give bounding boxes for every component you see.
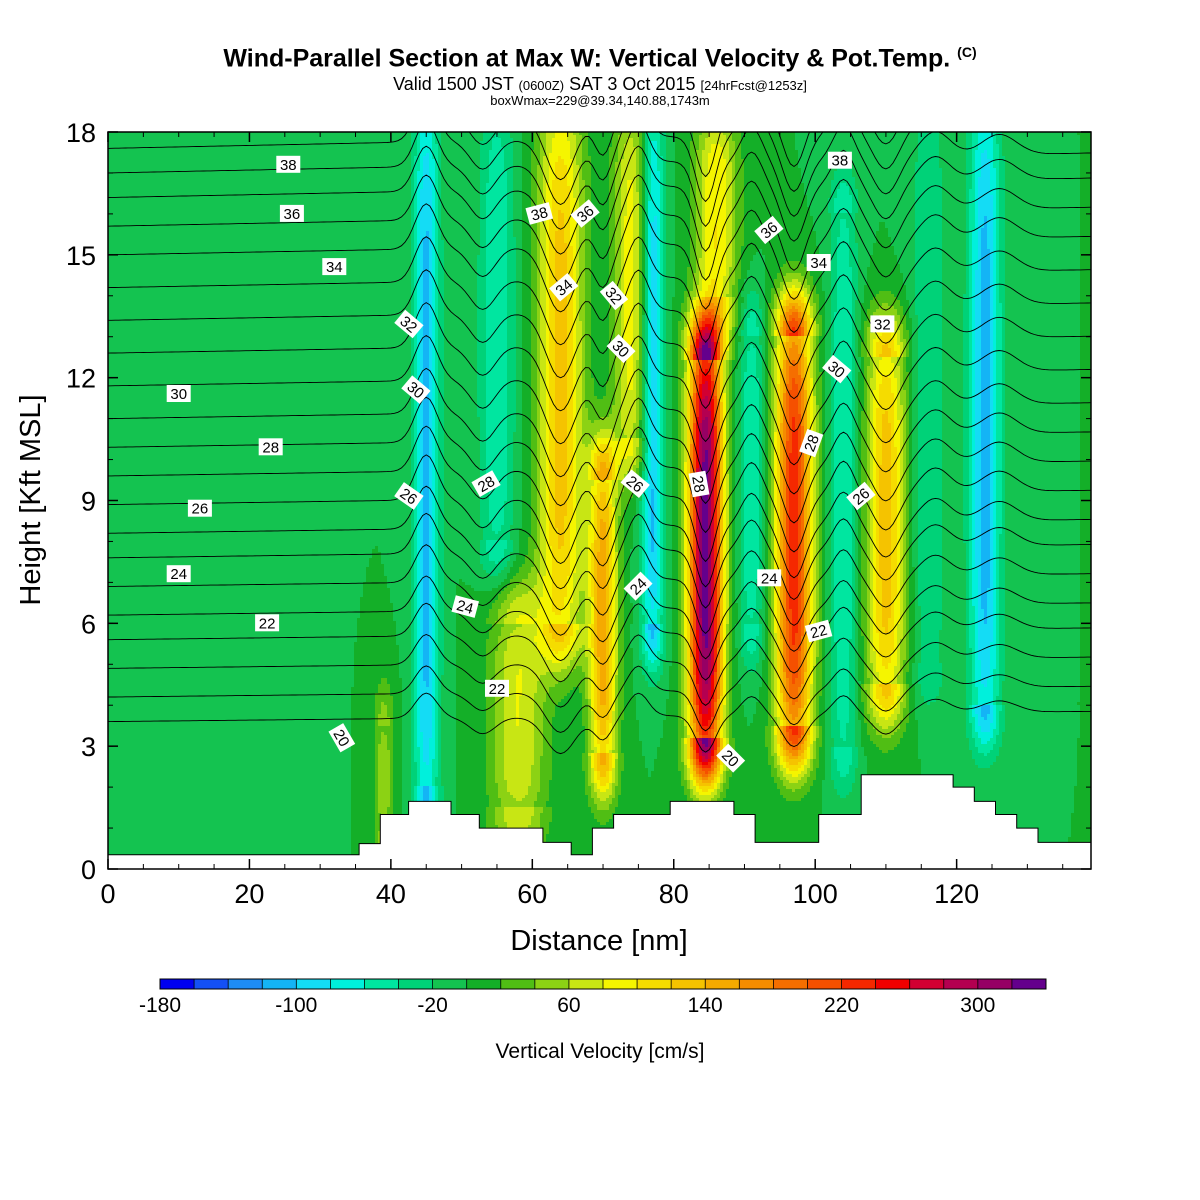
colorbar-swatch [194,979,228,989]
y-tick-label: 6 [81,609,96,639]
x-axis-label: Distance [nm] [510,925,687,957]
colorbar-swatch [262,979,296,989]
colorbar-swatch [569,979,603,989]
colorbar-swatch [944,979,978,989]
x-tick-label: 40 [376,879,406,909]
isentrope-label: 24 [167,565,191,583]
isentrope-label: 34 [322,258,346,276]
isentrope-label: 22 [485,680,509,698]
x-tick-label: 80 [659,879,689,909]
isentrope-label: 32 [870,315,894,333]
colorbar-swatch [296,979,330,989]
isentrope-label: 34 [807,254,831,272]
colorbar-swatch [671,979,705,989]
colorbar-swatch [228,979,262,989]
colorbar-swatch [773,979,807,989]
colorbar-swatch [535,979,569,989]
isentrope-label: 30 [167,385,191,403]
colorbar-tick-label: -100 [275,994,317,1017]
isentrope-label: 26 [188,500,212,518]
colorbar-tick-label: -180 [139,994,181,1017]
colorbar-swatch [399,979,433,989]
y-tick-label: 18 [66,118,96,148]
colorbar-swatch [842,979,876,989]
colorbar-tick-label: 220 [824,994,859,1017]
y-tick-label: 12 [66,364,96,394]
colorbar-swatch [501,979,535,989]
y-tick-label: 9 [81,487,96,517]
colorbar: -180 -100 -20 60 140 220 300 [139,979,1046,1017]
y-tick-label: 3 [81,732,96,762]
colorbar-swatch [467,979,501,989]
isentrope-label: 24 [757,569,781,587]
colorbar-swatch [1012,979,1046,989]
y-tick-label: 15 [66,241,96,271]
colorbar-tick-label: -20 [417,994,447,1017]
x-tick-label: 20 [234,879,264,909]
x-tick-label: 0 [100,879,115,909]
colorbar-swatch [160,979,194,989]
colorbar-swatch [705,979,739,989]
isentrope-label: 28 [259,438,283,456]
isentrope-label: 38 [828,152,852,170]
colorbar-tick-label: 140 [688,994,723,1017]
colorbar-swatch [978,979,1012,989]
colorbar-label: Vertical Velocity [cm/s] [496,1040,705,1063]
x-tick-label: 60 [517,879,547,909]
colorbar-swatch [876,979,910,989]
isentrope-label: 36 [280,205,304,223]
x-tick-label: 100 [793,879,838,909]
y-tick-label: 0 [81,855,96,885]
colorbar-tick-label: 60 [557,994,580,1017]
colorbar-swatch [910,979,944,989]
x-tick-label: 120 [934,879,979,909]
isentrope-label: 22 [255,614,279,632]
colorbar-swatch [739,979,773,989]
colorbar-swatch [330,979,364,989]
isentrope-label: 38 [276,156,300,174]
y-axis-label: Height [Kft MSL] [15,394,47,605]
colorbar-swatch [603,979,637,989]
colorbar-swatch [365,979,399,989]
colorbar-tick-label: 300 [960,994,995,1017]
vertical-velocity-field [108,132,1093,871]
colorbar-swatch [637,979,671,989]
colorbar-swatch [808,979,842,989]
colorbar-swatch [433,979,467,989]
